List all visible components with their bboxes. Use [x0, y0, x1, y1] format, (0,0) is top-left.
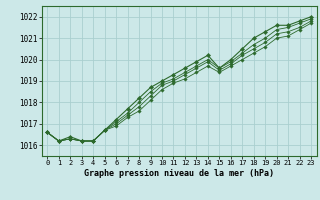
- X-axis label: Graphe pression niveau de la mer (hPa): Graphe pression niveau de la mer (hPa): [84, 169, 274, 178]
